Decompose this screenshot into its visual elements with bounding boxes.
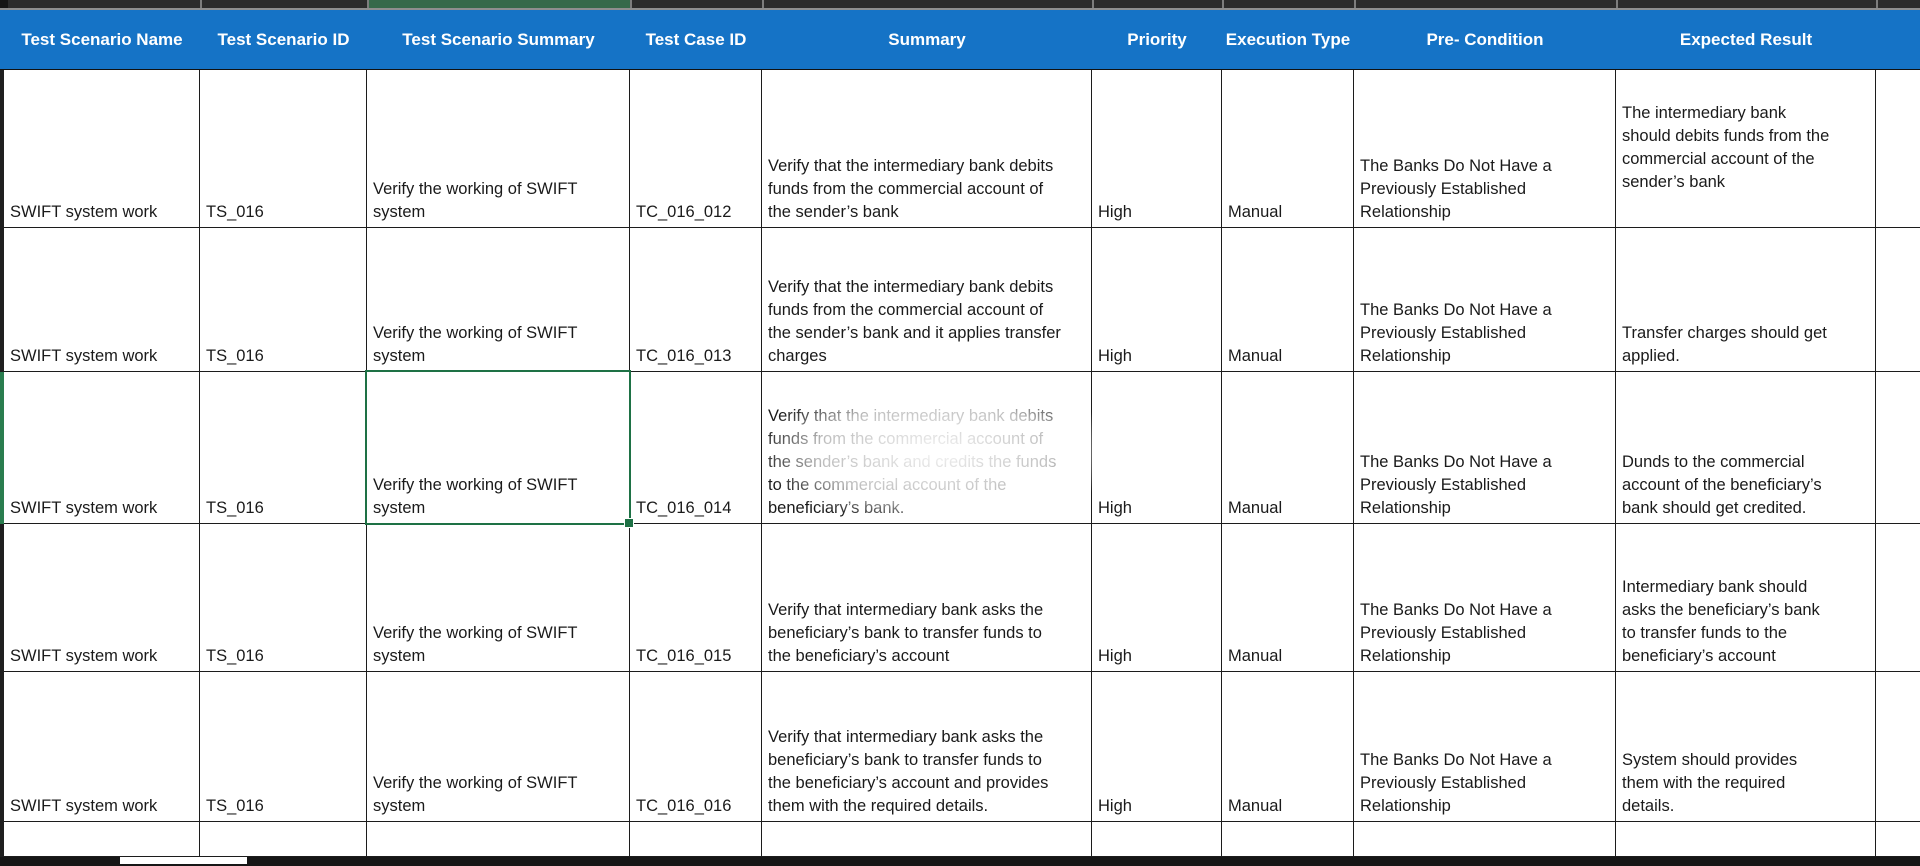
column-header-priority[interactable]: Priority [1127, 30, 1187, 49]
cell-summary[interactable]: Verify that the intermediary bank debits… [762, 372, 1092, 524]
cell-pre-condition[interactable] [1354, 822, 1616, 857]
table-row: SWIFT system work TS_016 Verify the work… [0, 70, 1920, 228]
strip-corner [0, 0, 8, 8]
cell-execution-type[interactable] [1222, 822, 1354, 857]
row-header-sliver[interactable] [0, 228, 4, 372]
column-header-test-scenario-name[interactable]: Test Scenario Name [21, 30, 183, 49]
column-separator [1092, 0, 1094, 8]
cell-pre-condition[interactable]: The Banks Do Not Have a Previously Estab… [1354, 70, 1616, 228]
cell-test-scenario-summary[interactable]: Verify the working of SWIFT system [367, 228, 630, 372]
column-separator [1876, 0, 1878, 8]
cell-clipped-column[interactable] [1876, 70, 1920, 228]
cell-test-scenario-name[interactable]: SWIFT system work [4, 524, 200, 672]
cell-summary[interactable]: Verify that intermediary bank asks the b… [762, 524, 1092, 672]
cell-execution-type[interactable]: Manual [1222, 70, 1354, 228]
cell-summary[interactable]: Verify that the intermediary bank debits… [762, 70, 1092, 228]
cell-priority[interactable] [1092, 822, 1222, 857]
table-body: SWIFT system work TS_016 Verify the work… [0, 70, 1920, 857]
cell-test-scenario-name[interactable]: SWIFT system work [4, 672, 200, 822]
bottom-bar-notch [120, 857, 247, 864]
cell-expected-result[interactable] [1616, 822, 1876, 857]
cell-test-scenario-name[interactable]: SWIFT system work [4, 372, 200, 524]
cell-test-scenario-summary[interactable]: Verify the working of SWIFT system [367, 524, 630, 672]
cell-priority[interactable]: High [1092, 372, 1222, 524]
cell-clipped-column[interactable] [1876, 228, 1920, 372]
cell-test-scenario-id[interactable]: TS_016 [200, 524, 367, 672]
column-header-execution-type[interactable]: Execution Type [1225, 30, 1351, 49]
cell-test-scenario-id[interactable]: TS_016 [200, 372, 367, 524]
selected-column-highlight [367, 0, 630, 8]
cell-execution-type[interactable]: Manual [1222, 524, 1354, 672]
table-row [0, 822, 1920, 857]
column-header-expected-result[interactable]: Expected Result [1679, 30, 1813, 49]
column-separator [762, 0, 764, 8]
cell-expected-result[interactable]: Intermediary bank should asks the benefi… [1616, 524, 1876, 672]
cell-pre-condition[interactable]: The Banks Do Not Have a Previously Estab… [1354, 524, 1616, 672]
column-header-pre-condition[interactable]: Pre- Condition [1426, 30, 1544, 49]
column-header-test-case-id[interactable]: Test Case ID [645, 30, 747, 49]
column-header-summary[interactable]: Summary [888, 30, 966, 49]
cell-test-scenario-name[interactable]: SWIFT system work [4, 228, 200, 372]
cell-test-case-id[interactable] [630, 822, 762, 857]
cell-clipped-column[interactable] [1876, 372, 1920, 524]
cell-priority[interactable]: High [1092, 228, 1222, 372]
cell-expected-result[interactable]: The intermediary bank should debits fund… [1616, 70, 1876, 228]
column-separator [1616, 0, 1618, 8]
cell-summary[interactable]: Verify that intermediary bank asks the b… [762, 672, 1092, 822]
cell-test-scenario-summary[interactable] [367, 822, 630, 857]
table-row: SWIFT system work TS_016 Verify the work… [0, 672, 1920, 822]
row-header-sliver[interactable] [0, 372, 4, 524]
cell-test-scenario-summary[interactable]: Verify the working of SWIFT system [367, 672, 630, 822]
cell-execution-type[interactable]: Manual [1222, 672, 1354, 822]
column-header-test-scenario-summary[interactable]: Test Scenario Summary [402, 30, 595, 49]
cell-test-scenario-name[interactable]: SWIFT system work [4, 70, 200, 228]
cell-expected-result[interactable]: Dunds to the commercial account of the b… [1616, 372, 1876, 524]
column-header-test-scenario-id[interactable]: Test Scenario ID [217, 30, 350, 49]
column-letters-strip[interactable] [0, 0, 1920, 10]
table-row: SWIFT system work TS_016 Verify the work… [0, 524, 1920, 672]
cell-expected-result[interactable]: Transfer charges should get applied. [1616, 228, 1876, 372]
cell-priority[interactable]: High [1092, 672, 1222, 822]
cell-test-scenario-id[interactable]: TS_016 [200, 672, 367, 822]
column-separator [200, 0, 202, 8]
cell-test-scenario-id[interactable]: TS_016 [200, 228, 367, 372]
cell-execution-type[interactable]: Manual [1222, 228, 1354, 372]
cell-pre-condition[interactable]: The Banks Do Not Have a Previously Estab… [1354, 228, 1616, 372]
column-header-clipped[interactable] [1876, 10, 1920, 69]
column-separator [630, 0, 632, 8]
row-header-sliver[interactable] [0, 822, 4, 857]
cell-clipped-column[interactable] [1876, 672, 1920, 822]
bottom-bar [0, 857, 1920, 866]
cell-priority[interactable]: High [1092, 524, 1222, 672]
cell-test-case-id[interactable]: TC_016_015 [630, 524, 762, 672]
table-row: SWIFT system work TS_016 Verify the work… [0, 372, 1920, 524]
cell-summary[interactable] [762, 822, 1092, 857]
column-separator [1222, 0, 1224, 8]
row-header-sliver[interactable] [0, 672, 4, 822]
column-separator [367, 0, 369, 8]
cell-test-case-id[interactable]: TC_016_013 [630, 228, 762, 372]
cell-summary[interactable]: Verify that the intermediary bank debits… [762, 228, 1092, 372]
cell-test-case-id[interactable]: TC_016_012 [630, 70, 762, 228]
cell-test-scenario-id[interactable] [200, 822, 367, 857]
cell-clipped-column[interactable] [1876, 524, 1920, 672]
cell-test-scenario-id[interactable]: TS_016 [200, 70, 367, 228]
cell-test-scenario-name[interactable] [4, 822, 200, 857]
cell-execution-type[interactable]: Manual [1222, 372, 1354, 524]
row-header-sliver[interactable] [0, 70, 4, 228]
cell-test-scenario-summary[interactable]: Verify the working of SWIFT system [367, 372, 630, 524]
cell-test-case-id[interactable]: TC_016_014 [630, 372, 762, 524]
row-header-sliver[interactable] [0, 524, 4, 672]
cell-priority[interactable]: High [1092, 70, 1222, 228]
cell-test-scenario-summary[interactable]: Verify the working of SWIFT system [367, 70, 630, 228]
table-header-row: Test Scenario Name Test Scenario ID Test… [0, 10, 1920, 70]
cell-expected-result[interactable]: System should provides them with the req… [1616, 672, 1876, 822]
column-separator [1354, 0, 1356, 8]
table-row: SWIFT system work TS_016 Verify the work… [0, 228, 1920, 372]
cell-pre-condition[interactable]: The Banks Do Not Have a Previously Estab… [1354, 372, 1616, 524]
cell-test-case-id[interactable]: TC_016_016 [630, 672, 762, 822]
cell-pre-condition[interactable]: The Banks Do Not Have a Previously Estab… [1354, 672, 1616, 822]
cell-clipped-column[interactable] [1876, 822, 1920, 857]
